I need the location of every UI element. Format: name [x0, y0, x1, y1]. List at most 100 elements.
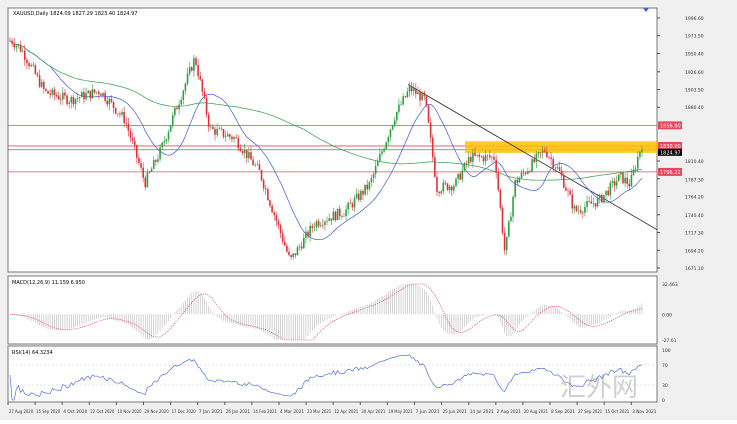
- candle: [262, 178, 265, 192]
- rsi-tick-label: 70: [662, 363, 668, 369]
- chart-shift-marker-icon[interactable]: [643, 8, 649, 12]
- candle: [144, 175, 147, 190]
- candle: [639, 151, 641, 160]
- candle: [590, 195, 593, 204]
- candle: [34, 63, 37, 75]
- candle-body: [248, 152, 250, 159]
- candle: [250, 146, 252, 160]
- candle-body: [444, 182, 447, 184]
- candle-body: [607, 190, 609, 196]
- candle-body: [531, 159, 533, 172]
- candle-body: [254, 164, 256, 166]
- candle: [408, 81, 411, 97]
- candle: [567, 187, 569, 197]
- candle-body: [47, 90, 49, 94]
- candle: [362, 189, 364, 201]
- price-level-label: 1856.80: [660, 123, 681, 129]
- candle: [634, 165, 637, 173]
- candle: [624, 173, 626, 188]
- candle-body: [140, 163, 142, 168]
- candle-body: [385, 142, 388, 150]
- candle-body: [26, 59, 28, 64]
- candle: [603, 194, 605, 205]
- candle-body: [319, 224, 322, 226]
- candle: [607, 186, 609, 197]
- candle: [180, 96, 183, 107]
- candle-body: [57, 96, 60, 100]
- candle: [423, 90, 426, 101]
- candle-body: [328, 218, 330, 221]
- candle: [307, 229, 309, 239]
- candle: [372, 172, 375, 184]
- candle: [174, 107, 176, 118]
- candle: [324, 220, 326, 231]
- candle-body: [554, 167, 557, 169]
- time-tick-label: 29 Nov 2020: [145, 409, 169, 415]
- candle: [467, 152, 470, 168]
- candle: [150, 167, 153, 172]
- candle-body: [446, 183, 449, 190]
- candle: [140, 158, 142, 171]
- candle: [628, 178, 631, 191]
- candle-body: [503, 232, 506, 251]
- candle-body: [368, 182, 371, 190]
- candle-body: [482, 156, 485, 162]
- macd-tick-label: 0.00: [662, 312, 672, 318]
- candle: [288, 247, 290, 257]
- candle-body: [155, 159, 157, 162]
- current-price-tag: [658, 148, 682, 156]
- price-tick-label: 1880.40: [685, 105, 704, 111]
- candle: [123, 106, 125, 127]
- macd-label: MACD(12,26,9) 11.159 6.950: [12, 280, 85, 286]
- candle-body: [353, 198, 356, 208]
- candle: [326, 216, 328, 226]
- candle: [518, 176, 521, 183]
- candle: [357, 189, 360, 202]
- candle: [199, 71, 202, 82]
- candle-body: [535, 154, 538, 162]
- candle: [531, 156, 533, 173]
- candle-body: [233, 137, 235, 140]
- candle-body: [495, 159, 497, 173]
- candle-body: [472, 152, 474, 162]
- candle-body: [273, 212, 276, 216]
- candle: [243, 143, 246, 159]
- candle: [97, 89, 100, 99]
- candle-body: [317, 221, 320, 226]
- candle-body: [345, 209, 347, 217]
- candle: [527, 167, 529, 175]
- ma-short-line: [9, 40, 643, 241]
- candle: [400, 100, 402, 106]
- candle-body: [423, 92, 426, 97]
- candle: [592, 197, 595, 208]
- time-tick-label: 14 Feb 2021: [253, 409, 277, 415]
- candle-body: [64, 92, 66, 96]
- candle: [598, 193, 601, 204]
- candle: [351, 201, 354, 211]
- candle-body: [136, 145, 138, 158]
- candle: [110, 95, 113, 104]
- price-level-tag: [658, 121, 682, 130]
- candle-body: [180, 99, 183, 105]
- candle-body: [171, 115, 174, 126]
- candle: [459, 171, 462, 181]
- candle: [368, 180, 371, 192]
- candle-body: [201, 79, 204, 92]
- candle-body: [45, 88, 47, 91]
- rsi-label: RSI(14) 64.3234: [12, 350, 53, 356]
- candle: [617, 174, 620, 182]
- price-level-label: 1796.22: [660, 170, 681, 176]
- candle: [254, 162, 256, 168]
- candle-body: [459, 173, 462, 180]
- candle-body: [231, 136, 233, 140]
- candle-body: [569, 190, 571, 195]
- candle: [457, 173, 459, 184]
- time-tick-label: 7 Jun 2021: [416, 409, 440, 415]
- candle-body: [91, 89, 94, 99]
- candle: [571, 189, 574, 214]
- candle-body: [522, 172, 525, 174]
- candle: [434, 152, 436, 178]
- candle: [11, 38, 13, 47]
- candle-body: [491, 156, 493, 158]
